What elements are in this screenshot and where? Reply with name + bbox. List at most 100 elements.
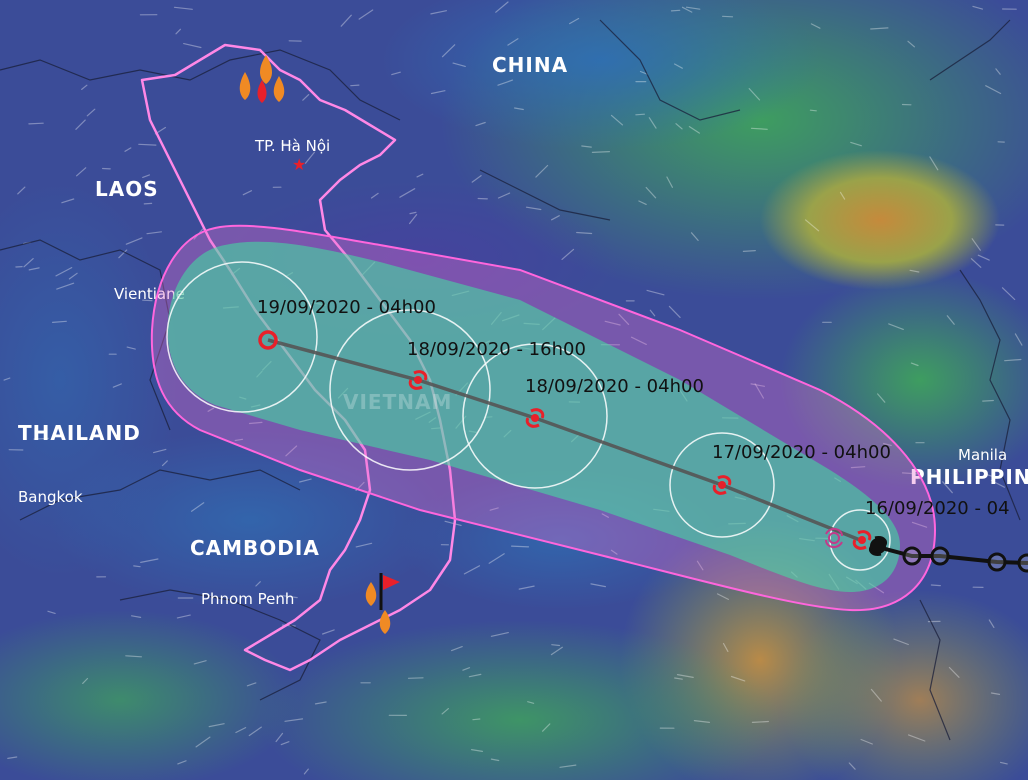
wind-streak bbox=[946, 315, 955, 325]
city-label-phnom-penh: Phnom Penh bbox=[201, 590, 294, 608]
wind-streak bbox=[850, 466, 866, 469]
wind-streak bbox=[399, 188, 416, 198]
wind-streak bbox=[581, 145, 592, 148]
wind-streak bbox=[639, 70, 648, 75]
wind-streak bbox=[195, 736, 211, 748]
wind-streak bbox=[55, 267, 73, 277]
wind-streak bbox=[675, 123, 683, 130]
wind-streak bbox=[33, 437, 49, 440]
wind-streak bbox=[51, 320, 67, 323]
wind-streak bbox=[888, 323, 904, 330]
wind-streak bbox=[416, 173, 424, 178]
wind-streak bbox=[409, 211, 417, 215]
wind-streak bbox=[358, 9, 374, 20]
wind-streak bbox=[462, 667, 471, 671]
wind-streak bbox=[591, 151, 611, 153]
wind-streak bbox=[948, 666, 960, 678]
wind-streak bbox=[930, 584, 941, 587]
wind-streak bbox=[235, 726, 247, 734]
wind-streak bbox=[146, 231, 162, 235]
wind-streak bbox=[870, 27, 889, 30]
wind-streak bbox=[995, 68, 1001, 75]
wind-streak bbox=[126, 346, 136, 350]
wind-streak bbox=[882, 442, 892, 447]
wind-streak bbox=[281, 143, 292, 146]
wind-streak bbox=[541, 723, 551, 732]
wind-streak bbox=[730, 675, 746, 682]
wind-streak bbox=[674, 677, 683, 680]
wind-streak bbox=[17, 186, 26, 195]
wind-streak bbox=[112, 383, 122, 388]
wind-streak bbox=[471, 748, 483, 753]
wind-streak bbox=[391, 71, 401, 76]
wind-streak bbox=[635, 113, 646, 116]
wind-streak bbox=[82, 677, 89, 685]
uncertainty-circles bbox=[166, 261, 891, 571]
land-borders bbox=[0, 19, 1021, 741]
wind-streak bbox=[527, 701, 535, 704]
wind-streak bbox=[610, 549, 618, 555]
wind-streak bbox=[696, 560, 704, 571]
wind-streak bbox=[810, 23, 821, 29]
wind-streak bbox=[490, 631, 509, 637]
uncertainty-circle-18-09-04h bbox=[462, 343, 608, 489]
wind-streak bbox=[75, 119, 86, 130]
wind-streak bbox=[444, 520, 462, 527]
wind-streak bbox=[472, 718, 481, 721]
wind-streak bbox=[124, 147, 132, 152]
wind-streak bbox=[275, 732, 284, 743]
country-label-thailand: THAILAND bbox=[18, 421, 141, 445]
wind-streak bbox=[142, 174, 150, 178]
current-storm-icon bbox=[868, 536, 888, 556]
wind-streak bbox=[75, 167, 87, 177]
wind-streak bbox=[468, 673, 482, 678]
wind-streak bbox=[754, 383, 765, 399]
wind-streak bbox=[551, 644, 561, 647]
wind-streak bbox=[47, 610, 56, 615]
wind-streak bbox=[175, 28, 181, 35]
wind-streak bbox=[748, 87, 761, 101]
wind-streak bbox=[550, 215, 560, 221]
wind-streak bbox=[907, 40, 916, 48]
wind-streak bbox=[601, 513, 610, 518]
wind-streak bbox=[513, 107, 524, 111]
wind-streak bbox=[666, 176, 674, 188]
wind-streak bbox=[688, 125, 701, 134]
wind-streak bbox=[721, 15, 734, 18]
wind-streak bbox=[893, 638, 909, 646]
wind-streak bbox=[809, 109, 817, 112]
wind-streak bbox=[350, 84, 360, 87]
wind-streak bbox=[693, 719, 711, 724]
wind-streak bbox=[471, 175, 482, 183]
wind-streak bbox=[550, 646, 563, 656]
wind-streak bbox=[314, 701, 327, 705]
wind-streak bbox=[81, 84, 88, 91]
wind-streak bbox=[255, 581, 261, 587]
wind-streak bbox=[489, 507, 499, 511]
wind-streak bbox=[56, 282, 75, 290]
wind-streak bbox=[942, 481, 953, 494]
wind-streak bbox=[804, 219, 820, 232]
wind-streak bbox=[901, 472, 919, 475]
wind-streak bbox=[690, 232, 699, 241]
wind-streak bbox=[985, 85, 1002, 95]
wind-streak bbox=[280, 741, 290, 746]
city-label-manila: Manila bbox=[958, 446, 1007, 464]
city-label-hanoi: TP. Hà Nội bbox=[254, 137, 330, 155]
wind-streak bbox=[990, 479, 1006, 488]
wind-streak bbox=[1001, 287, 1016, 301]
country-label-china: CHINA bbox=[492, 53, 568, 77]
wind-streak bbox=[646, 289, 665, 296]
fire-warning-icon-south bbox=[365, 582, 391, 634]
wind-streak bbox=[568, 17, 580, 25]
wind-streak bbox=[681, 6, 693, 13]
wind-streak bbox=[142, 299, 153, 302]
wind-streak bbox=[850, 141, 862, 147]
wind-streak bbox=[970, 258, 982, 268]
wind-streak bbox=[118, 249, 128, 259]
forecast-label-18-09-04h: 18/09/2020 - 04h00 bbox=[525, 376, 704, 397]
wind-streak bbox=[999, 761, 1008, 765]
wind-streak bbox=[722, 642, 729, 653]
wind-streak bbox=[668, 305, 681, 318]
wind-streak bbox=[870, 688, 882, 702]
